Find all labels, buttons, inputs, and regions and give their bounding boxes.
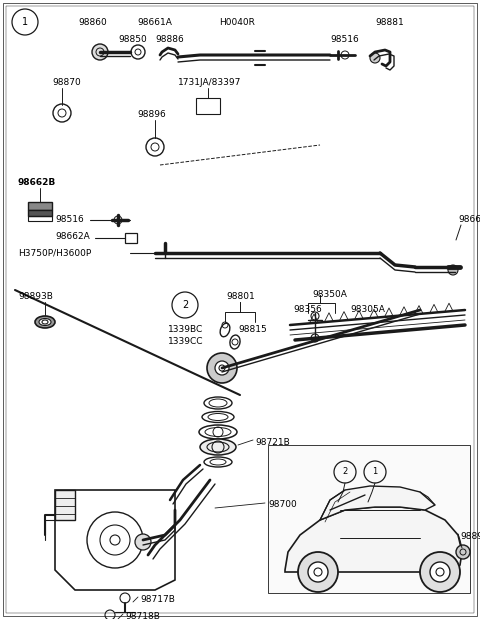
Text: 98662A: 98662A — [55, 232, 90, 241]
Circle shape — [92, 44, 108, 60]
Text: 1731JA/83397: 1731JA/83397 — [178, 78, 242, 87]
Text: 1: 1 — [22, 17, 28, 27]
Text: 98516: 98516 — [55, 215, 84, 224]
Circle shape — [308, 562, 328, 582]
Text: 98721B: 98721B — [255, 438, 290, 447]
Bar — [268, 445, 470, 593]
Text: 98870: 98870 — [52, 78, 81, 87]
Bar — [28, 216, 52, 221]
Text: 98717B: 98717B — [140, 595, 175, 604]
Bar — [125, 233, 137, 243]
Circle shape — [456, 545, 470, 559]
Text: 98700: 98700 — [268, 500, 297, 509]
Text: 98893B: 98893B — [460, 532, 480, 541]
Bar — [55, 490, 75, 520]
Text: 98893B: 98893B — [18, 292, 53, 301]
Text: 98718B: 98718B — [125, 612, 160, 619]
Ellipse shape — [200, 439, 236, 455]
Circle shape — [430, 562, 450, 582]
Text: 98662A: 98662A — [458, 215, 480, 224]
Text: 98661A: 98661A — [138, 18, 172, 27]
Circle shape — [215, 361, 229, 375]
Bar — [196, 98, 220, 114]
Circle shape — [298, 552, 338, 592]
Text: H3750P/H3600P: H3750P/H3600P — [18, 248, 91, 257]
Polygon shape — [285, 507, 462, 572]
Text: 1339CC: 1339CC — [168, 337, 204, 346]
Circle shape — [420, 552, 460, 592]
Text: 98886: 98886 — [156, 35, 184, 44]
Text: 98516: 98516 — [331, 35, 360, 44]
Text: 2: 2 — [342, 467, 348, 477]
Text: 98860: 98860 — [79, 18, 108, 27]
Circle shape — [448, 265, 458, 275]
Text: 98350A: 98350A — [312, 290, 348, 299]
Text: 1339BC: 1339BC — [168, 325, 203, 334]
Text: 98896: 98896 — [138, 110, 167, 119]
Text: 98801: 98801 — [226, 292, 255, 301]
Bar — [28, 202, 52, 210]
Text: 98662B: 98662B — [18, 178, 56, 187]
Polygon shape — [320, 486, 435, 520]
Text: 98881: 98881 — [376, 18, 404, 27]
Text: 2: 2 — [182, 300, 188, 310]
Text: H0040R: H0040R — [219, 18, 255, 27]
Text: 1: 1 — [372, 467, 378, 477]
Circle shape — [370, 53, 380, 63]
Text: 98356: 98356 — [294, 305, 323, 314]
Ellipse shape — [35, 316, 55, 328]
Text: 98305A: 98305A — [350, 305, 385, 314]
Circle shape — [207, 353, 237, 383]
Circle shape — [135, 534, 151, 550]
Text: 98850: 98850 — [119, 35, 147, 44]
Bar — [28, 210, 52, 216]
Ellipse shape — [39, 319, 51, 326]
Text: 98815: 98815 — [238, 325, 267, 334]
